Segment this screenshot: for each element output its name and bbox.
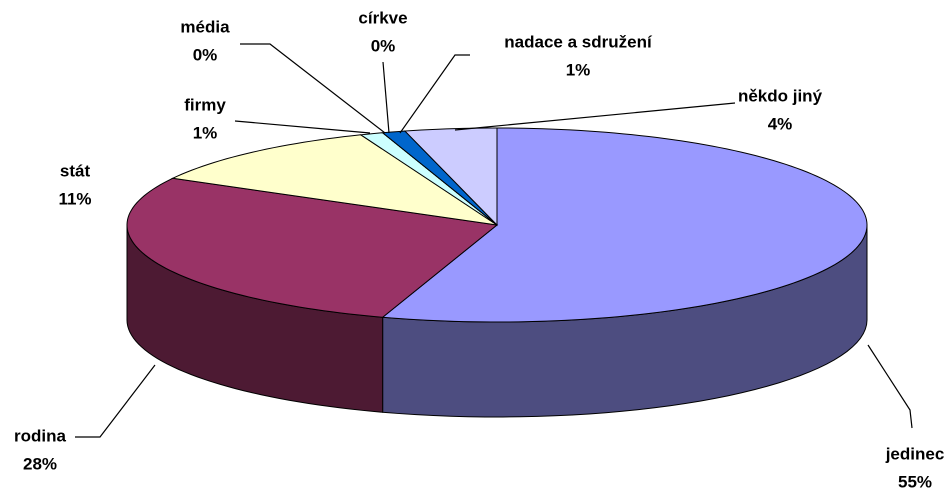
slice-label: někdo jiný <box>738 86 823 105</box>
slice-label: stát <box>60 161 91 180</box>
slice-value: 1% <box>566 60 591 79</box>
slice-value: 1% <box>193 123 218 142</box>
slice-label: nadace a sdružení <box>504 32 653 51</box>
leader-line <box>454 102 736 131</box>
slice <box>403 127 498 227</box>
slice-label: církve <box>358 8 407 27</box>
slice-value: 0% <box>193 45 218 64</box>
slice-value: 28% <box>23 454 57 473</box>
slice-value: 11% <box>58 189 91 208</box>
leader-line <box>867 344 913 429</box>
leader-line <box>234 120 371 134</box>
slice-label: média <box>180 17 230 36</box>
slice-value: 4% <box>768 114 793 133</box>
leader-line <box>75 364 156 438</box>
leader-line <box>240 43 386 134</box>
leader-line <box>399 54 470 134</box>
slice-label: jedinec <box>885 444 945 463</box>
leader-line <box>382 61 390 134</box>
slice-value: 0% <box>371 36 396 55</box>
slice-label: firmy <box>184 95 226 114</box>
slice-value: 55% <box>898 472 932 491</box>
slice <box>126 177 499 318</box>
slice <box>381 127 868 323</box>
slice-label: rodina <box>14 426 66 445</box>
slice <box>171 134 498 226</box>
